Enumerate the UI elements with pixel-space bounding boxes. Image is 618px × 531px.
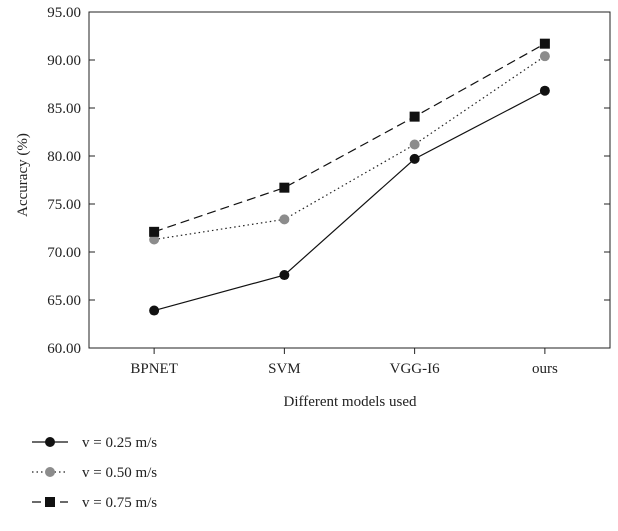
data-point [409, 139, 420, 150]
legend-label: v = 0.25 m/s [82, 435, 157, 451]
x-tick-label: SVM [268, 361, 301, 377]
y-tick-label: 95.00 [47, 5, 81, 21]
series-line [153, 43, 546, 233]
plot-frame [88, 11, 611, 349]
legend-marker [45, 437, 55, 447]
y-tick-label: 65.00 [47, 293, 81, 309]
series-1 [149, 85, 550, 316]
y-axis-title: Accuracy (%) [15, 133, 31, 217]
data-point [279, 182, 290, 193]
x-tick-label: ours [532, 361, 558, 377]
y-tick-label: 80.00 [47, 149, 81, 165]
data-point [149, 234, 160, 245]
x-axis-title: Different models used [283, 394, 417, 410]
legend: v = 0.25 m/s v = 0.50 m/s v = 0.75 m/s [32, 435, 157, 511]
data-point [409, 111, 420, 122]
legend-item: v = 0.75 m/s [32, 495, 157, 511]
data-point [149, 226, 160, 237]
y-tick-label: 75.00 [47, 197, 81, 213]
legend-item: v = 0.50 m/s [32, 465, 157, 481]
y-tick-label: 60.00 [47, 341, 81, 357]
series-line [153, 90, 546, 312]
series-line [154, 55, 546, 241]
data-point [279, 214, 290, 225]
x-tick-label: VGG-I6 [390, 361, 440, 377]
data-point [279, 270, 290, 281]
data-point [539, 85, 550, 96]
legend-label: v = 0.75 m/s [82, 495, 157, 511]
axes: 60.00 65.00 70.00 75.00 80.00 85.00 90.00 95.00… [47, 5, 611, 377]
series-layer [149, 38, 550, 316]
legend-label: v = 0.50 m/s [82, 465, 157, 481]
data-point [539, 51, 550, 62]
data-point [409, 153, 420, 164]
legend-marker [45, 467, 55, 477]
data-point [149, 305, 160, 316]
data-point [539, 38, 550, 49]
y-tick-label: 90.00 [47, 53, 81, 69]
y-tick-label: 70.00 [47, 245, 81, 261]
legend-marker [45, 497, 55, 507]
x-tick-label: BPNET [130, 361, 178, 377]
series-2 [149, 51, 550, 245]
y-tick-label: 85.00 [47, 101, 81, 117]
legend-item: v = 0.25 m/s [32, 435, 157, 451]
series-3 [149, 38, 550, 237]
